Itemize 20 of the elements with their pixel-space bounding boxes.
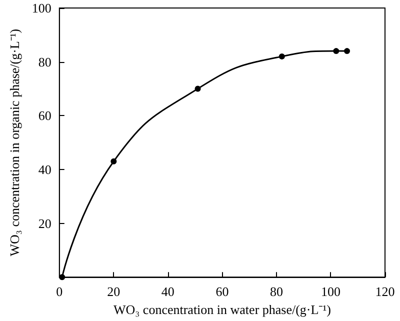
y-tick-label: 20	[38, 216, 52, 231]
x-tick-label: 100	[320, 284, 340, 300]
point	[194, 86, 201, 92]
y-tick-label: 60	[38, 108, 52, 124]
x-tick-label: 80	[270, 284, 283, 300]
x-axis-title: WO₃ concentration in water phase/(g·L⁻¹)	[113, 302, 331, 317]
point	[344, 48, 350, 54]
y-tick-label: 80	[38, 54, 52, 70]
x-tick-label: 120	[375, 284, 395, 300]
y-axis-title: WO₃ concentration in organic phase/(g·L⁻¹)	[7, 28, 22, 256]
y-tick-label: 40	[38, 162, 52, 177]
x-tick-label: 60	[216, 284, 229, 300]
y-tick-label: 100	[32, 0, 52, 16]
point	[278, 53, 285, 60]
point	[333, 48, 340, 54]
x-tick-label: 0	[56, 284, 63, 300]
x-tick-label: 20	[107, 284, 120, 300]
point	[59, 274, 66, 280]
x-tick-label: 40	[161, 284, 174, 300]
point	[110, 158, 117, 164]
